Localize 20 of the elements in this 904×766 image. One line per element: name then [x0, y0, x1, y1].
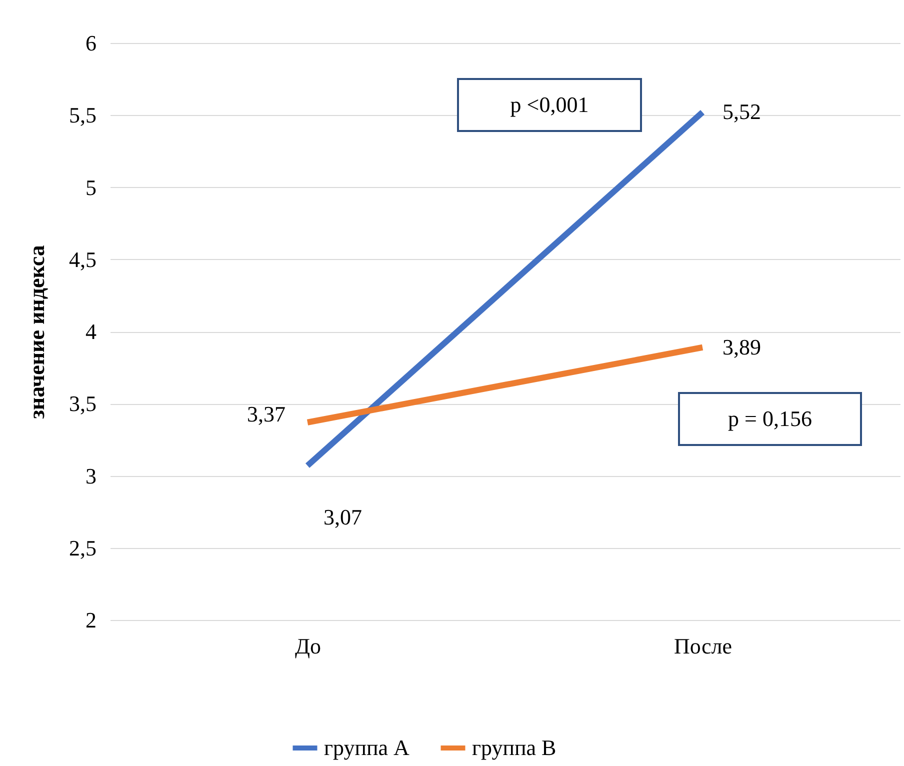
x-tick-label: После: [674, 634, 732, 658]
legend-label: группа A: [324, 735, 410, 760]
y-tick-label: 3,5: [69, 391, 96, 416]
text-box: p <0,001: [457, 78, 642, 132]
data-label: 3,37: [247, 401, 286, 426]
data-label: 5,52: [722, 99, 761, 124]
y-tick-label: 3: [86, 463, 96, 488]
legend-label: группа B: [472, 735, 556, 760]
y-tick-label: 4: [86, 319, 96, 344]
x-tick-label: До: [294, 634, 322, 658]
y-tick-label: 2: [86, 608, 96, 632]
y-tick-label: 6: [86, 30, 96, 56]
y-tick-label: 5: [86, 174, 96, 200]
y-tick-label: 2,5: [69, 535, 96, 560]
data-label: 3,07: [324, 504, 362, 530]
text-box: p = 0,156: [678, 392, 862, 446]
y-tick-label: 5,5: [69, 102, 96, 128]
y-tick-label: 4,5: [69, 246, 96, 272]
data-label: 3,89: [722, 334, 761, 360]
y-axis-title: значение индекса: [24, 245, 49, 419]
